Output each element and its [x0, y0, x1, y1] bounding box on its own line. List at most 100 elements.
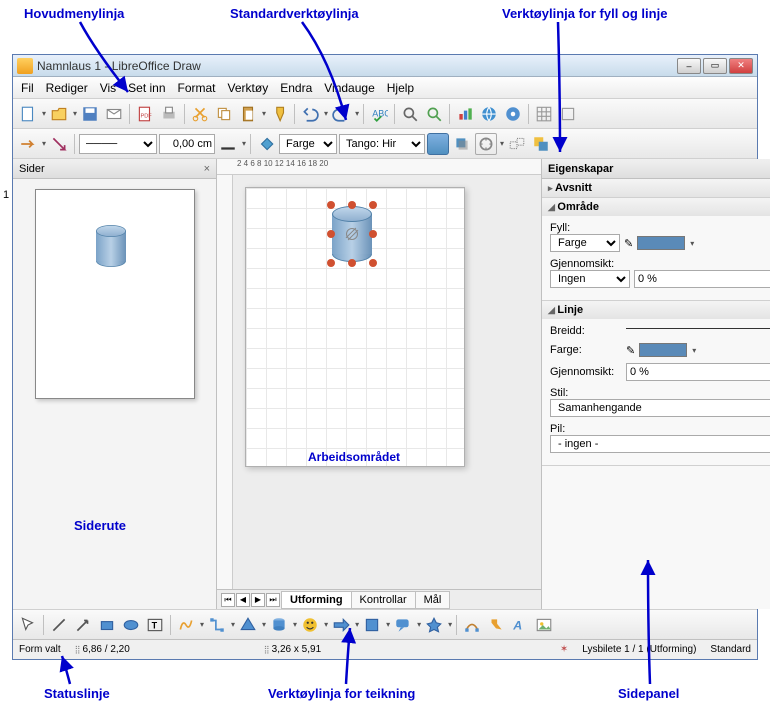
linestyle-select[interactable]: ──── [79, 134, 157, 154]
editpoints-tool[interactable] [461, 614, 483, 636]
eyedropper-icon[interactable]: ✎ [626, 344, 635, 357]
sidepanel: Eigenskapar × Avsnitt Område Fyll: Farge… [541, 159, 757, 609]
connector-tool[interactable] [206, 614, 228, 636]
section-omrade[interactable]: Område [542, 198, 770, 216]
symbol-tool[interactable] [299, 614, 321, 636]
save-button[interactable] [79, 103, 101, 125]
flowchart-tool[interactable] [361, 614, 383, 636]
section-linje[interactable]: Linje [542, 301, 770, 319]
tab-first[interactable]: ⏮ [221, 593, 235, 607]
rect-tool[interactable] [96, 614, 118, 636]
minimize-button[interactable]: – [677, 58, 701, 74]
close-button[interactable]: ✕ [729, 58, 753, 74]
paste-button[interactable] [237, 103, 259, 125]
basicshapes-tool[interactable] [237, 614, 259, 636]
grid-button[interactable] [533, 103, 555, 125]
transparency-mode[interactable]: Ingen [550, 270, 630, 288]
maximize-button[interactable]: ▭ [703, 58, 727, 74]
image-tool[interactable] [533, 614, 555, 636]
tab-last[interactable]: ⏭ [266, 593, 280, 607]
menu-vindauge[interactable]: Vindauge [324, 81, 375, 95]
line-style[interactable]: Samanhengande [550, 399, 770, 417]
menu-fil[interactable]: Fil [21, 81, 34, 95]
annot-menubar: Hovudmenylinja [24, 6, 124, 21]
3d-tool[interactable] [268, 614, 290, 636]
text-tool[interactable]: T [144, 614, 166, 636]
fill-select[interactable]: Farge [550, 234, 620, 252]
arrow-tool[interactable] [72, 614, 94, 636]
spellcheck-button[interactable]: ABC [368, 103, 390, 125]
pdf-button[interactable]: PDF [134, 103, 156, 125]
slides-panel: Sider × 1 [13, 159, 217, 609]
menu-vis[interactable]: Vis [100, 81, 116, 95]
linecolor-button[interactable] [217, 133, 239, 155]
tab-utforming[interactable]: Utforming [281, 591, 352, 609]
workspace: 2 4 6 8 10 12 14 16 18 20 [217, 159, 541, 609]
chart-button[interactable] [454, 103, 476, 125]
slide-thumbnail[interactable] [35, 189, 195, 399]
star-tool[interactable] [423, 614, 445, 636]
snap-button[interactable] [557, 103, 579, 125]
ellipse-tool[interactable] [120, 614, 142, 636]
fill-line-toolbar: ▾ ──── ▾ Farge Tango: Hir ▾ ▾ [13, 129, 757, 159]
formatpaint-button[interactable] [268, 103, 290, 125]
linewidth-input[interactable] [159, 134, 215, 154]
curve-tool[interactable] [175, 614, 197, 636]
copy-button[interactable] [213, 103, 235, 125]
arrowstyle-button[interactable] [48, 133, 70, 155]
tab-next[interactable]: ▶ [251, 593, 265, 607]
lineend-button[interactable] [17, 133, 39, 155]
cut-button[interactable] [189, 103, 211, 125]
fontwork-tool[interactable]: A [509, 614, 531, 636]
sidepanel-title: Eigenskapar × [542, 159, 770, 179]
new-button[interactable] [17, 103, 39, 125]
palette-select[interactable]: Tango: Hir [339, 134, 425, 154]
arrange-button[interactable] [530, 133, 552, 155]
line-transparency[interactable] [626, 363, 770, 381]
callout-tool[interactable] [392, 614, 414, 636]
tab-prev[interactable]: ◀ [236, 593, 250, 607]
transparency-value[interactable] [634, 270, 770, 288]
fillcolor-button[interactable] [427, 133, 449, 155]
menu-format[interactable]: Format [178, 81, 216, 95]
section-avsnitt[interactable]: Avsnitt [542, 179, 770, 197]
navigator-button[interactable] [502, 103, 524, 125]
status-position: 6,86 / 2,20 [83, 644, 130, 655]
titlebar[interactable]: Namnlaus 1 - LibreOffice Draw – ▭ ✕ [13, 55, 757, 77]
shadow-button[interactable] [451, 133, 473, 155]
hyperlink-button[interactable] [478, 103, 500, 125]
eyedropper-icon[interactable]: ✎ [624, 237, 633, 250]
align-button[interactable] [506, 133, 528, 155]
slide-number: 1 [3, 189, 9, 201]
effects-button[interactable] [475, 133, 497, 155]
print-button[interactable] [158, 103, 180, 125]
status-slide: Lysbilete 1 / 1 (Utforming) [582, 644, 696, 655]
redo-button[interactable] [330, 103, 352, 125]
tab-kontrollar[interactable]: Kontrollar [351, 591, 416, 609]
close-icon[interactable]: × [204, 163, 210, 175]
drawing-page[interactable] [245, 187, 465, 467]
canvas-area[interactable] [233, 175, 541, 589]
bucket-button[interactable] [255, 133, 277, 155]
drawing-toolbar: T ▾ ▾ ▾ ▾ ▾ ▾ ▾ ▾ ▾ A [13, 609, 757, 639]
open-button[interactable] [48, 103, 70, 125]
menu-setinn[interactable]: Set inn [128, 81, 165, 95]
zoomfit-button[interactable] [423, 103, 445, 125]
line-color[interactable] [639, 343, 687, 357]
tab-mal[interactable]: Mål [415, 591, 451, 609]
gluepoints-tool[interactable] [485, 614, 507, 636]
arrow-style[interactable]: - ingen - [550, 435, 770, 453]
email-button[interactable] [103, 103, 125, 125]
menu-endra[interactable]: Endra [280, 81, 312, 95]
menu-verktoy[interactable]: Verktøy [228, 81, 269, 95]
fillmode-select[interactable]: Farge [279, 134, 337, 154]
select-tool[interactable] [17, 614, 39, 636]
svg-text:A: A [512, 618, 522, 632]
undo-button[interactable] [299, 103, 321, 125]
arrows-tool[interactable] [330, 614, 352, 636]
line-tool[interactable] [48, 614, 70, 636]
menu-rediger[interactable]: Rediger [46, 81, 88, 95]
zoom-button[interactable] [399, 103, 421, 125]
menu-hjelp[interactable]: Hjelp [387, 81, 414, 95]
fill-color[interactable] [637, 236, 685, 250]
